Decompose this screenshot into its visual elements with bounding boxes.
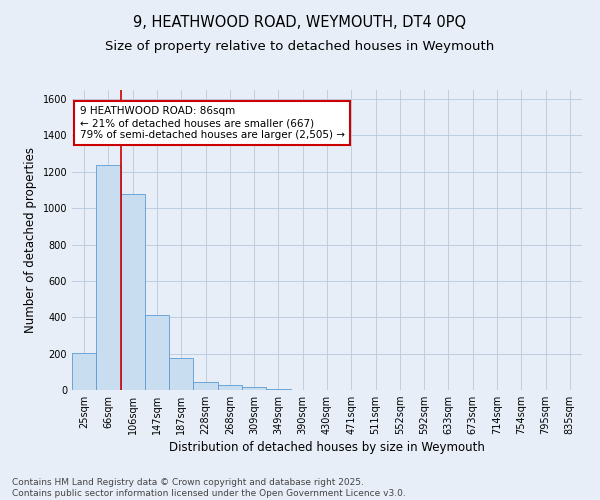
Text: 9, HEATHWOOD ROAD, WEYMOUTH, DT4 0PQ: 9, HEATHWOOD ROAD, WEYMOUTH, DT4 0PQ	[133, 15, 467, 30]
Bar	[145, 314, 169, 390]
Bar	[121, 194, 145, 390]
Y-axis label: Number of detached properties: Number of detached properties	[24, 147, 37, 333]
X-axis label: Distribution of detached houses by size in Weymouth: Distribution of detached houses by size …	[169, 442, 485, 454]
Text: Contains HM Land Registry data © Crown copyright and database right 2025.
Contai: Contains HM Land Registry data © Crown c…	[12, 478, 406, 498]
Bar	[242, 386, 266, 390]
Text: Size of property relative to detached houses in Weymouth: Size of property relative to detached ho…	[106, 40, 494, 53]
Bar	[218, 385, 242, 390]
Bar	[96, 166, 121, 390]
Bar	[266, 388, 290, 390]
Bar	[193, 382, 218, 390]
Bar	[72, 352, 96, 390]
Bar	[169, 358, 193, 390]
Text: 9 HEATHWOOD ROAD: 86sqm
← 21% of detached houses are smaller (667)
79% of semi-d: 9 HEATHWOOD ROAD: 86sqm ← 21% of detache…	[80, 106, 344, 140]
